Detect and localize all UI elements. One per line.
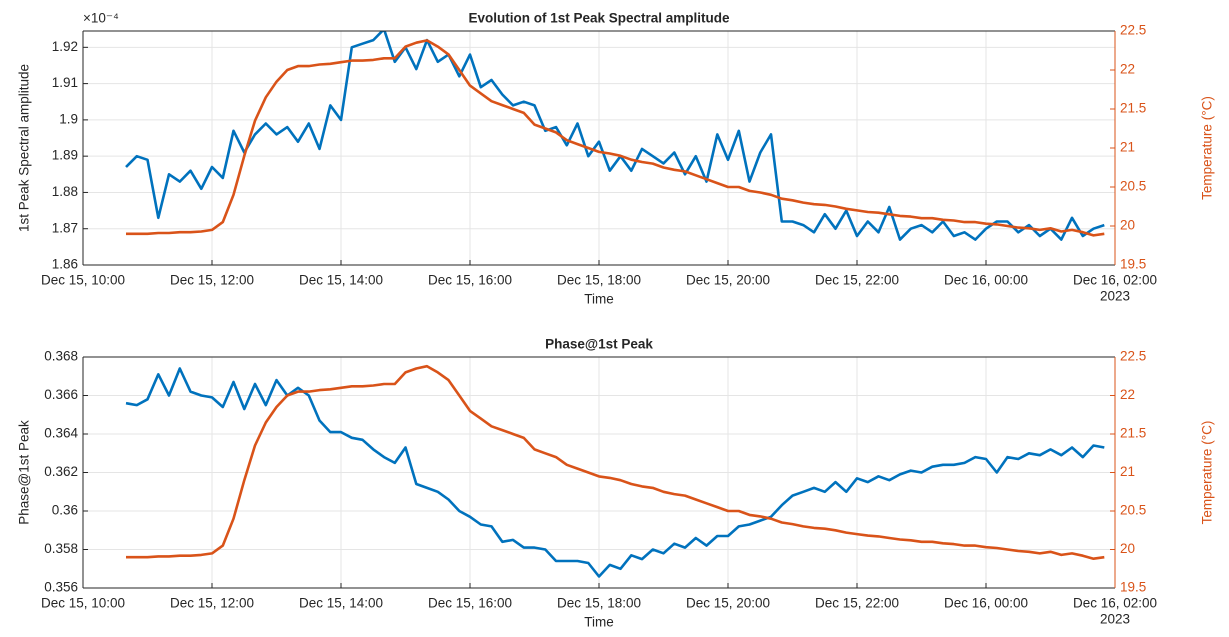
x-tick-label: Dec 15, 18:00 xyxy=(557,596,641,611)
x-tick-label: Dec 15, 14:00 xyxy=(299,273,383,288)
y2-tick-label: 22.5 xyxy=(1120,349,1146,364)
x-tick-label: Dec 16, 02:00 xyxy=(1073,273,1157,288)
x-tick-label: Dec 16, 02:00 xyxy=(1073,596,1157,611)
y-tick-label: 1.92 xyxy=(52,39,78,54)
x-tick-label: Dec 16, 00:00 xyxy=(944,273,1028,288)
y2-tick-label: 20 xyxy=(1120,218,1135,233)
y2-tick-label: 20 xyxy=(1120,541,1135,556)
x-tick-label: Dec 15, 10:00 xyxy=(41,273,125,288)
y2-tick-label: 22 xyxy=(1120,62,1135,77)
y-tick-label: 1.87 xyxy=(52,220,78,235)
x-tick-label: Dec 15, 20:00 xyxy=(686,273,770,288)
x-axis-label: Time xyxy=(584,292,614,307)
x-tick-label: Dec 15, 10:00 xyxy=(41,596,125,611)
y2-tick-label: 21.5 xyxy=(1120,101,1146,116)
y2-tick-label: 21.5 xyxy=(1120,426,1146,441)
y2-tick-label: 20.5 xyxy=(1120,179,1146,194)
data-line xyxy=(126,364,1105,560)
y2-axis-label: Temperature (°C) xyxy=(1200,421,1215,525)
y-tick-label: 0.362 xyxy=(44,464,78,479)
y-tick-label: 0.368 xyxy=(44,349,78,364)
y2-tick-label: 21 xyxy=(1120,140,1135,155)
y2-tick-label: 19.5 xyxy=(1120,580,1146,595)
chart-title: Phase@1st Peak xyxy=(545,337,653,352)
y2-axis-label: Temperature (°C) xyxy=(1200,96,1215,200)
x-tick-label: Dec 15, 16:00 xyxy=(428,273,512,288)
x-tick-label: Dec 15, 16:00 xyxy=(428,596,512,611)
x-tick-label: Dec 15, 20:00 xyxy=(686,596,770,611)
y-tick-label: 0.364 xyxy=(44,426,78,441)
x-year-label: 2023 xyxy=(1100,612,1130,627)
x-tick-label: Dec 15, 12:00 xyxy=(170,596,254,611)
y-axis-label: Phase@1st Peak xyxy=(17,420,32,525)
data-line xyxy=(126,39,1105,237)
x-axis-label: Time xyxy=(584,615,614,630)
y-axis-label: 1st Peak Spectral amplitude xyxy=(17,64,32,232)
y2-tick-label: 19.5 xyxy=(1120,257,1146,272)
data-line xyxy=(125,31,1105,241)
x-tick-label: Dec 15, 18:00 xyxy=(557,273,641,288)
y-tick-label: 0.356 xyxy=(44,580,78,595)
y-tick-label: 0.36 xyxy=(52,503,78,518)
y2-tick-label: 22 xyxy=(1120,387,1135,402)
x-tick-label: Dec 15, 22:00 xyxy=(815,596,899,611)
x-year-label: 2023 xyxy=(1100,289,1130,304)
chart-title: Evolution of 1st Peak Spectral amplitude xyxy=(468,11,730,26)
x-tick-label: Dec 15, 12:00 xyxy=(170,273,254,288)
y-tick-label: 1.9 xyxy=(59,111,78,126)
y2-tick-label: 22.5 xyxy=(1120,23,1146,38)
y-tick-label: 0.358 xyxy=(44,541,78,556)
y-tick-label: 1.89 xyxy=(52,148,78,163)
x-tick-label: Dec 15, 22:00 xyxy=(815,273,899,288)
y-tick-label: 1.91 xyxy=(52,75,78,90)
y2-tick-label: 20.5 xyxy=(1120,503,1146,518)
y2-tick-label: 21 xyxy=(1120,464,1135,479)
x-tick-label: Dec 16, 00:00 xyxy=(944,596,1028,611)
y-tick-label: 1.88 xyxy=(52,184,78,199)
y-exponent: ×10⁻⁴ xyxy=(83,11,119,26)
x-tick-label: Dec 15, 14:00 xyxy=(299,596,383,611)
y-tick-label: 0.366 xyxy=(44,387,78,402)
y-tick-label: 1.86 xyxy=(52,257,78,272)
